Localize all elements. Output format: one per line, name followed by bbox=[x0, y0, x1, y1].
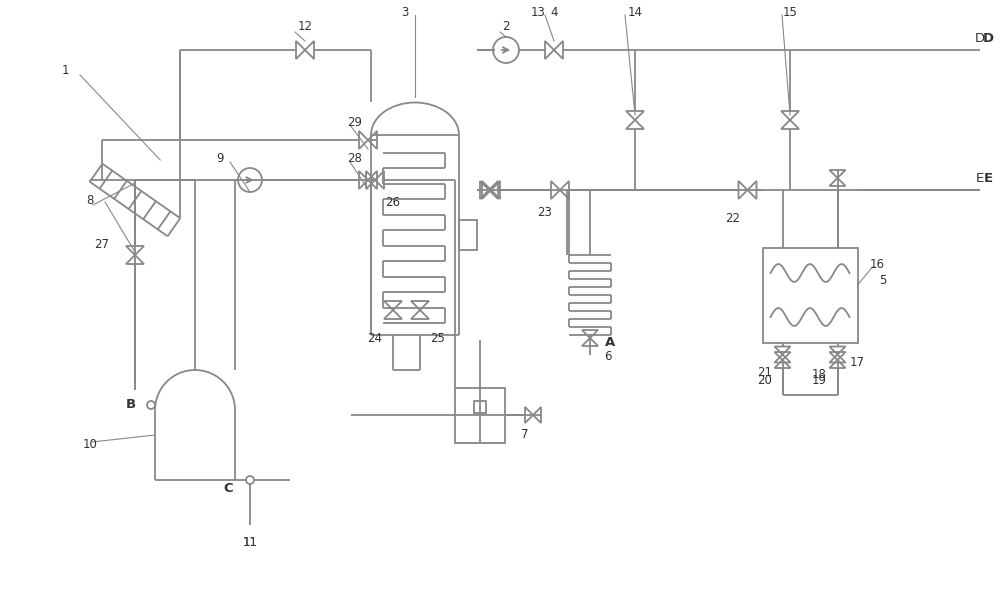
Text: 16: 16 bbox=[870, 258, 885, 271]
Text: 26: 26 bbox=[386, 195, 400, 208]
Text: E: E bbox=[976, 172, 984, 185]
Text: 28: 28 bbox=[348, 152, 362, 165]
Text: 29: 29 bbox=[348, 116, 362, 129]
Text: 23: 23 bbox=[538, 205, 552, 218]
Text: 2: 2 bbox=[502, 21, 510, 34]
Text: 12: 12 bbox=[298, 21, 312, 34]
Text: A: A bbox=[605, 336, 615, 349]
Text: 5: 5 bbox=[879, 274, 886, 287]
Text: D: D bbox=[982, 31, 994, 44]
Text: 13: 13 bbox=[531, 5, 545, 18]
Bar bbox=[455, 388, 505, 442]
Text: 19: 19 bbox=[812, 373, 827, 386]
Text: B: B bbox=[126, 398, 136, 411]
Text: 11: 11 bbox=[242, 536, 258, 549]
Text: 1: 1 bbox=[61, 64, 69, 77]
Text: 18: 18 bbox=[812, 368, 827, 381]
Text: E: E bbox=[983, 172, 993, 185]
Text: 7: 7 bbox=[521, 428, 529, 441]
Text: 21: 21 bbox=[757, 366, 772, 379]
Text: 10: 10 bbox=[83, 438, 97, 451]
Text: 14: 14 bbox=[628, 5, 642, 18]
Text: 6: 6 bbox=[604, 350, 612, 363]
Bar bbox=[474, 401, 486, 413]
Text: 4: 4 bbox=[550, 5, 558, 18]
Text: 3: 3 bbox=[401, 5, 409, 18]
Bar bbox=[459, 220, 477, 250]
Text: D: D bbox=[975, 31, 985, 44]
Text: 17: 17 bbox=[850, 356, 865, 369]
Text: 15: 15 bbox=[783, 5, 797, 18]
Text: 27: 27 bbox=[94, 238, 110, 251]
Text: C: C bbox=[223, 481, 233, 494]
Bar bbox=[763, 247, 858, 343]
Text: 22: 22 bbox=[725, 211, 740, 225]
Text: 25: 25 bbox=[431, 332, 445, 345]
Text: 9: 9 bbox=[216, 152, 224, 165]
Text: 20: 20 bbox=[757, 373, 772, 386]
Text: 8: 8 bbox=[86, 194, 94, 206]
Text: 11: 11 bbox=[242, 536, 258, 549]
Text: 24: 24 bbox=[368, 332, 382, 345]
